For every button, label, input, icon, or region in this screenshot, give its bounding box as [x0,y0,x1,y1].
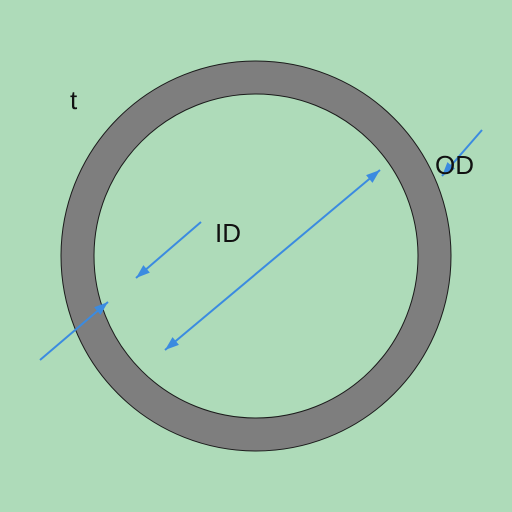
label-outer-diameter: OD [435,150,474,181]
diagram-svg [0,0,512,512]
diagram-canvas: t ID OD [0,0,512,512]
label-thickness: t [70,85,77,116]
label-inner-diameter: ID [215,218,241,249]
ring-inner [94,94,418,418]
